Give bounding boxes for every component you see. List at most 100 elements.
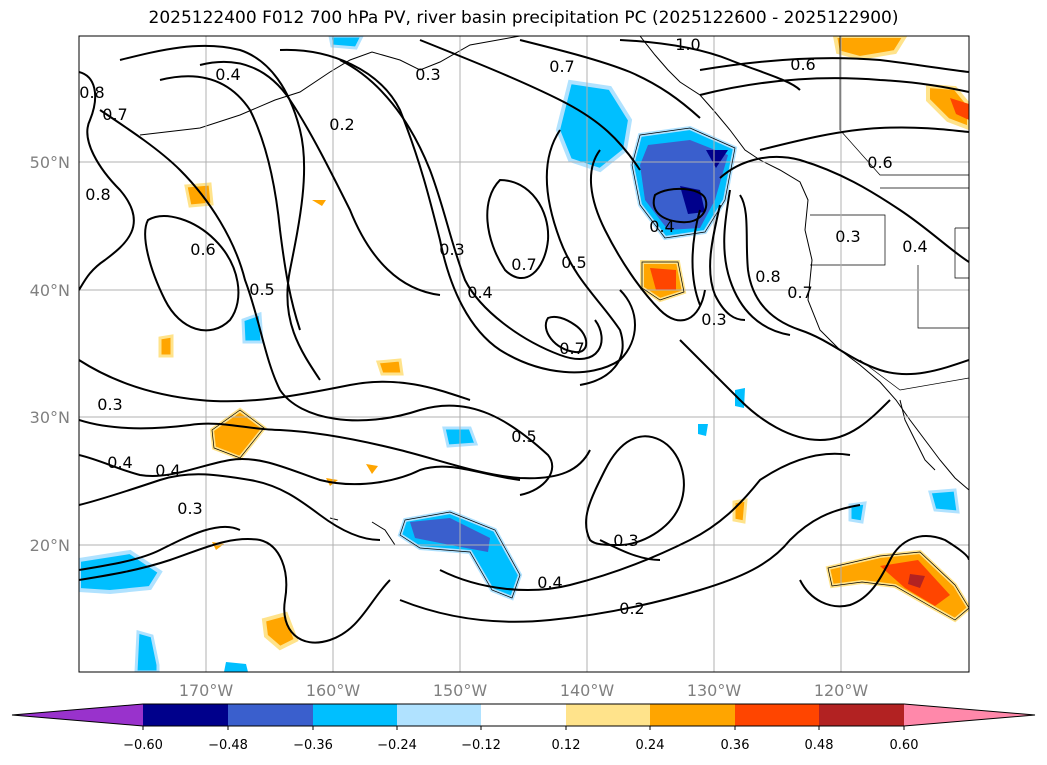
colorbar-label: 0.36 [721, 738, 750, 753]
precip-blob [650, 268, 676, 290]
contour-label: 0.4 [155, 461, 180, 480]
precip-outline [641, 261, 685, 301]
contour-line [419, 39, 641, 171]
pv-contours [79, 39, 969, 644]
colorbar-segment [566, 704, 650, 726]
contour-label: 0.7 [549, 57, 574, 76]
contour-label: 0.7 [511, 255, 536, 274]
border [810, 214, 886, 266]
contour-label: 0.8 [79, 83, 104, 102]
contour-label: 0.3 [177, 499, 202, 518]
lon-labels: 170°W 160°W 150°W 140°W 130°W 120°W [179, 681, 869, 700]
colorbar-extend-low [12, 704, 143, 726]
contour-line [691, 209, 701, 306]
contour-label: 0.6 [790, 55, 815, 74]
contour-label: 0.8 [85, 185, 110, 204]
contour-label: 0.3 [613, 531, 638, 550]
contour-line [699, 57, 969, 73]
lon-label: 160°W [306, 681, 361, 700]
coastline [139, 36, 521, 136]
contour-line [679, 339, 891, 442]
lat-label: 40°N [30, 281, 70, 300]
colorbar-segment [481, 704, 566, 726]
border [859, 359, 969, 391]
contour-line [799, 535, 969, 608]
colorbar-labels: −0.60 −0.48 −0.36 −0.24 −0.12 0.12 0.24 … [123, 738, 918, 753]
contour-label: 0.2 [619, 599, 644, 618]
contour-label: 0.3 [439, 240, 464, 259]
colorbar-segment [397, 704, 481, 726]
contour-label: 1.0 [675, 35, 700, 54]
contour-line [79, 419, 591, 480]
contour-line [79, 525, 241, 571]
lon-label: 170°W [179, 681, 234, 700]
contour-line [339, 59, 603, 361]
lon-label: 120°W [814, 681, 869, 700]
borders [810, 36, 969, 391]
contour-line [652, 187, 708, 224]
precip-blob [158, 334, 174, 358]
gridlines [79, 36, 969, 672]
contour-label: 0.7 [787, 283, 812, 302]
contour-line [585, 435, 685, 547]
contour-label: 0.7 [102, 105, 127, 124]
colorbar-ticks [142, 726, 905, 730]
contour-label: 0.5 [249, 280, 274, 299]
contour-line [589, 149, 706, 322]
contour-label: 0.2 [329, 115, 354, 134]
precip-blob [950, 98, 969, 120]
contour-line [99, 109, 554, 496]
precip-outline [827, 551, 969, 621]
contour-line [545, 129, 624, 386]
colorbar-label: −0.48 [208, 738, 248, 753]
contour-label: 0.5 [511, 427, 536, 446]
colorbar-segment [819, 704, 904, 726]
precip-blob [928, 488, 960, 514]
colorbar-label: −0.24 [377, 738, 417, 753]
contour-label: 0.3 [97, 395, 122, 414]
contour-line [79, 538, 391, 644]
precip-blob [224, 662, 248, 672]
colorbar-segment [143, 704, 228, 726]
contour-line [759, 126, 969, 151]
precip-blob [366, 464, 378, 474]
border [839, 36, 969, 176]
precip-blob [848, 501, 867, 524]
colorbar-segment [313, 704, 397, 726]
colorbar-label: −0.60 [123, 738, 163, 753]
precip-outline [631, 127, 736, 239]
contour-line [144, 215, 240, 332]
precip-blob [908, 574, 925, 588]
coastline [371, 521, 396, 546]
contour-line [79, 473, 381, 541]
map-area: 1.0 0.3 0.4 0.7 0.6 0.8 0.7 0.2 0.8 0.6 … [78, 35, 970, 673]
contour-label: 0.4 [649, 217, 674, 236]
precip-outline [399, 511, 521, 599]
contour-line [79, 71, 135, 291]
contour-label: 0.6 [867, 153, 892, 172]
colorbar-segment [650, 704, 735, 726]
contour-line [79, 359, 471, 403]
lat-label: 30°N [30, 408, 70, 427]
contour-line [439, 452, 851, 591]
contour-line [545, 315, 588, 354]
contour-labels: 1.0 0.3 0.4 0.7 0.6 0.8 0.7 0.2 0.8 0.6 … [79, 35, 927, 618]
lon-label: 150°W [433, 681, 488, 700]
contour-label: 0.3 [835, 227, 860, 246]
contour-line [739, 194, 969, 376]
precip-blob [375, 358, 404, 376]
colorbar-segment [735, 704, 819, 726]
map-title: 2025122400 F012 700 hPa PV, river basin … [148, 8, 899, 28]
contour-line [723, 189, 791, 336]
border [954, 227, 969, 279]
contour-line [486, 178, 550, 280]
contour-line [699, 77, 969, 96]
contour-line [599, 539, 661, 561]
contour-label: 0.3 [415, 65, 440, 84]
lon-label: 130°W [687, 681, 742, 700]
precip-blob [328, 36, 364, 50]
contour-label: 0.4 [107, 453, 132, 472]
colorbar-label: 0.48 [805, 738, 834, 753]
coastline [899, 399, 936, 471]
contour-label: 0.4 [902, 237, 927, 256]
